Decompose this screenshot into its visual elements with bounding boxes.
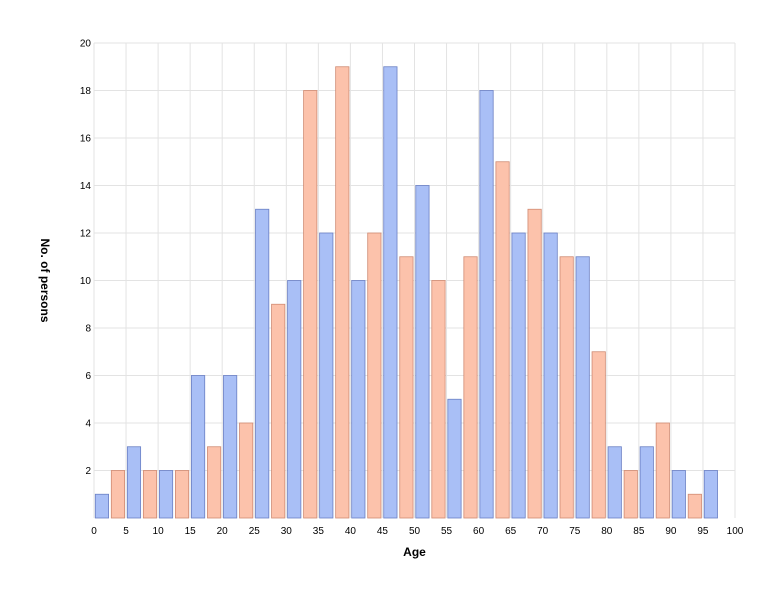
bar-series-2: [431, 280, 446, 519]
bar-series-2: [559, 256, 574, 519]
x-tick-label: 50: [409, 526, 421, 537]
y-tick-label: 14: [80, 181, 92, 192]
bar-series-1: [126, 446, 142, 519]
bar-series-2: [655, 422, 670, 519]
y-tick-label: 6: [85, 371, 91, 382]
x-tick-label: 25: [249, 526, 261, 537]
y-tick-label: 20: [80, 39, 92, 50]
bar-series-2: [399, 256, 414, 519]
bar-series-2: [142, 470, 158, 519]
bar-series-1: [319, 232, 334, 519]
bar-series-1: [671, 470, 686, 519]
bar-series-1: [511, 232, 526, 519]
bar-series-1: [543, 232, 558, 519]
y-tick-label: 10: [80, 276, 92, 287]
bar-series-1: [94, 493, 109, 519]
x-axis-title: Age: [403, 545, 426, 559]
bar-series-1: [639, 446, 654, 519]
bar-series-1: [575, 256, 590, 519]
bar-series-1: [223, 375, 238, 519]
bars: [94, 66, 718, 519]
bar-series-2: [271, 303, 286, 519]
bar-series-2: [303, 90, 318, 519]
x-tick-label: 75: [569, 526, 581, 537]
x-tick-label: 80: [601, 526, 613, 537]
x-tick-label: 45: [377, 526, 389, 537]
bar-series-2: [591, 351, 606, 519]
bar-series-2: [623, 470, 638, 519]
bar-series-1: [703, 470, 718, 519]
y-tick-label: 18: [80, 86, 92, 97]
x-tick-label: 65: [505, 526, 517, 537]
x-tick-label: 95: [697, 526, 709, 537]
x-tick-label: 30: [281, 526, 293, 537]
bar-series-2: [239, 422, 254, 519]
bar-series-1: [479, 90, 494, 519]
bar-series-1: [255, 208, 270, 519]
x-tick-label: 90: [665, 526, 677, 537]
x-tick-label: 100: [727, 526, 744, 537]
x-tick-label: 85: [633, 526, 645, 537]
x-tick-label: 70: [537, 526, 549, 537]
bar-series-2: [495, 161, 510, 519]
bar-series-2: [687, 493, 702, 519]
bar-series-2: [110, 470, 126, 519]
bar-series-2: [463, 256, 478, 519]
x-tick-label: 60: [473, 526, 485, 537]
bar-series-2: [335, 66, 350, 519]
x-tick-label: 10: [153, 526, 165, 537]
bar-series-1: [447, 398, 462, 519]
grid: [93, 42, 736, 518]
bar-series-1: [351, 280, 366, 519]
y-tick-label: 12: [80, 229, 92, 240]
bar-series-1: [158, 470, 174, 519]
x-axis-ticks: 0 5 10 15 20 25 30 35 40 45 50 55 60 65 70 75 80 85 90 95 10…: [91, 526, 744, 537]
x-tick-label: 15: [185, 526, 197, 537]
bar-series-1: [607, 446, 622, 519]
x-tick-label: 0: [91, 526, 97, 537]
bar-series-1: [415, 185, 430, 519]
bar-series-1: [383, 66, 398, 519]
bar-series-2: [175, 470, 190, 519]
bar-series-1: [287, 280, 302, 519]
bar-series-1: [191, 375, 206, 519]
y-tick-label: 8: [85, 324, 91, 335]
x-tick-label: 55: [441, 526, 453, 537]
bar-series-2: [527, 208, 542, 519]
x-tick-label: 35: [313, 526, 325, 537]
y-tick-label: 2: [85, 466, 91, 477]
x-tick-label: 20: [217, 526, 229, 537]
y-tick-label: 4: [85, 419, 91, 430]
bar-series-2: [367, 232, 382, 519]
x-tick-label: 40: [345, 526, 357, 537]
y-tick-label: 16: [80, 134, 92, 145]
x-tick-label: 5: [123, 526, 129, 537]
bar-series-2: [207, 446, 222, 519]
y-axis-title: No. of persons: [38, 238, 52, 322]
y-axis-ticks: 2 4 6 8 10 12 14 16 18 20: [80, 39, 92, 478]
